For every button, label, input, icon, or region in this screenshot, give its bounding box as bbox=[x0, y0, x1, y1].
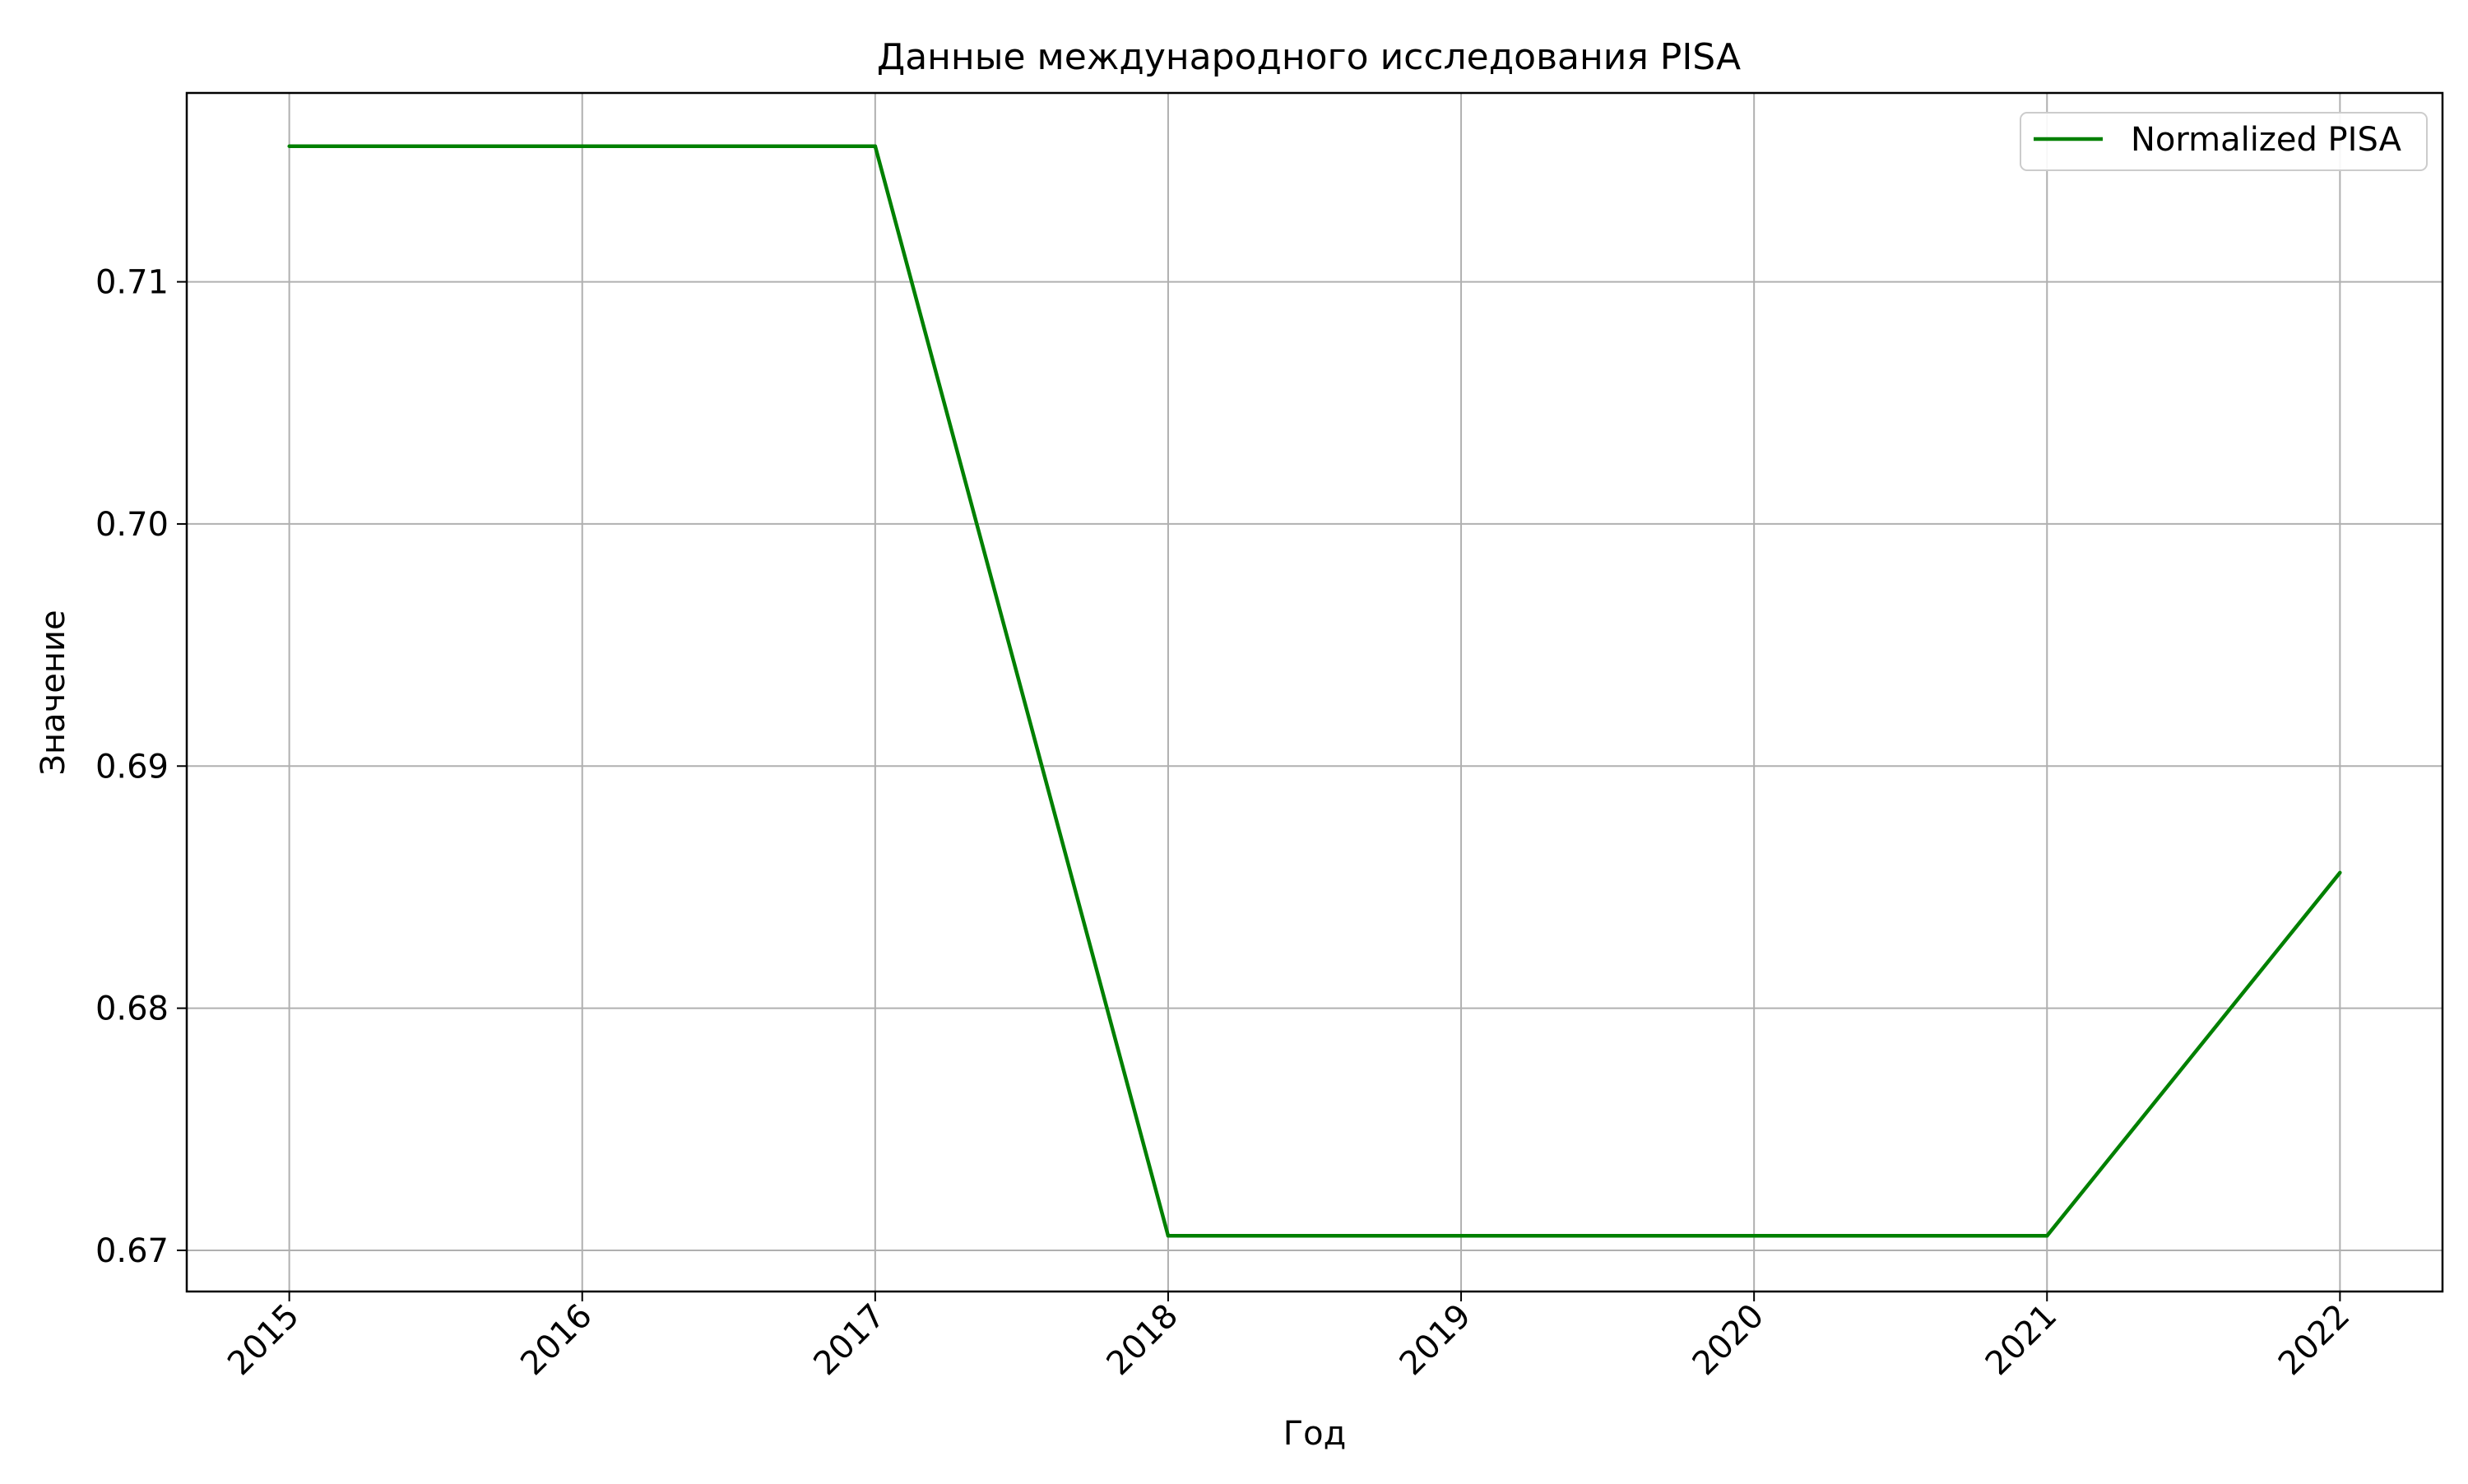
y-tick-label: 0.71 bbox=[95, 264, 169, 302]
data-point-2016 bbox=[580, 144, 584, 148]
legend: Normalized PISA bbox=[2020, 112, 2428, 171]
y-tick-label: 0.67 bbox=[95, 1232, 169, 1270]
grid-lines bbox=[187, 93, 2442, 1292]
plot-frame bbox=[185, 91, 2444, 1293]
y-tick-label: 0.68 bbox=[95, 990, 169, 1028]
series-line-normalized-pisa bbox=[289, 144, 2342, 1238]
y-tick-label: 0.70 bbox=[95, 506, 169, 544]
x-axis-label: Год bbox=[1283, 1415, 1347, 1453]
chart-title: Данные международного исследования PISA bbox=[877, 36, 1741, 78]
series-layer bbox=[287, 144, 2342, 1238]
data-point-2017 bbox=[873, 144, 878, 148]
y-axis-ticks: 0.67 0.68 0.69 0.70 0.71 bbox=[95, 264, 187, 1270]
legend-box bbox=[2020, 112, 2428, 171]
data-point-2022 bbox=[2338, 870, 2342, 874]
data-point-2020 bbox=[1751, 1234, 1756, 1238]
data-point-2019 bbox=[1459, 1234, 1464, 1238]
data-point-2018 bbox=[1166, 1234, 1171, 1238]
y-tick-label: 0.69 bbox=[95, 748, 169, 786]
legend-label-normalized-pisa: Normalized PISA bbox=[2131, 121, 2402, 159]
y-axis-label: Значение bbox=[35, 610, 72, 775]
data-point-2021 bbox=[2045, 1234, 2049, 1238]
data-point-2015 bbox=[287, 144, 291, 148]
